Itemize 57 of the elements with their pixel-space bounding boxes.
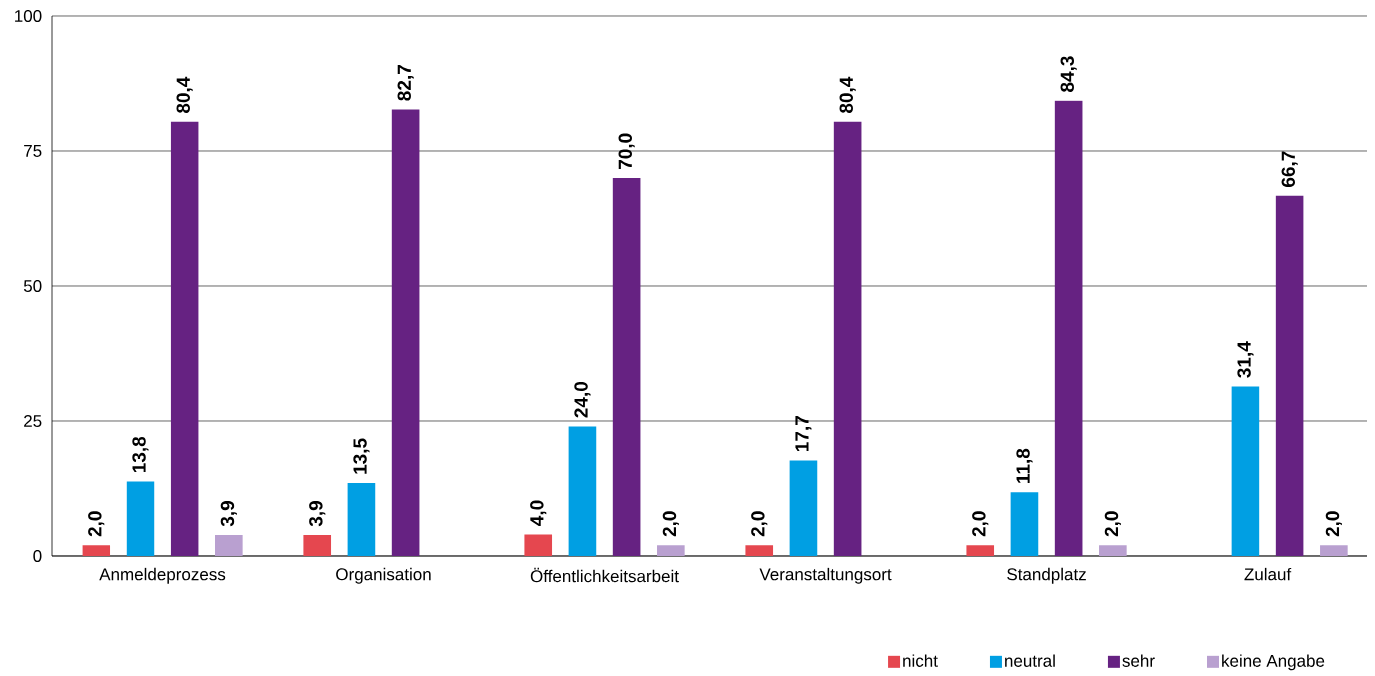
bar — [82, 545, 111, 556]
bar — [1010, 492, 1039, 556]
data-label: 2,0 — [88, 511, 105, 537]
data-label: 31,4 — [1237, 341, 1254, 378]
data-label: 17,7 — [795, 416, 812, 452]
data-label: 4,0 — [530, 500, 547, 526]
bar — [1099, 545, 1127, 556]
bar — [568, 426, 597, 556]
legend-label: keine Angabe — [1222, 654, 1325, 671]
x-tick-label: Standplatz — [1007, 567, 1086, 584]
x-tick-label: Öffentlichkeitsarbeit — [530, 567, 679, 583]
bar — [833, 121, 862, 556]
legend-label: sehr — [1122, 654, 1155, 667]
y-tick-label: 25 — [24, 414, 42, 428]
data-label: 3,9 — [220, 501, 237, 527]
bar — [1320, 545, 1348, 556]
y-tick-label: 50 — [23, 279, 42, 293]
bar — [391, 109, 420, 556]
data-label: 80,4 — [176, 76, 193, 114]
data-label: 82,7 — [397, 65, 414, 101]
bar — [1231, 386, 1260, 556]
data-label: 2,0 — [662, 511, 679, 537]
x-tick-label: Anmeldeprozess — [99, 567, 226, 584]
bar — [347, 483, 376, 556]
data-label: 11,8 — [1016, 448, 1033, 483]
bar — [126, 481, 155, 556]
data-label: 2,0 — [1104, 511, 1121, 537]
bar — [789, 460, 818, 556]
bar — [524, 534, 553, 556]
bar — [745, 545, 774, 556]
legend-label: neutral — [1005, 654, 1055, 667]
bar — [657, 545, 685, 556]
data-label: 70,0 — [618, 133, 635, 169]
bar — [303, 534, 332, 556]
y-tick-label: 100 — [15, 9, 42, 23]
data-label: 3,9 — [309, 501, 326, 527]
x-tick-label: Organisation — [336, 567, 431, 584]
data-label: 13,8 — [132, 436, 149, 473]
data-label: 2,0 — [1325, 511, 1342, 537]
data-label: 2,0 — [972, 511, 989, 537]
x-tick-label: Zulauf — [1244, 567, 1292, 581]
data-label: 24,0 — [574, 381, 591, 418]
bar — [170, 121, 199, 556]
data-label: 13,5 — [353, 438, 370, 474]
y-tick-label: 0 — [33, 549, 42, 563]
bar — [612, 177, 641, 556]
data-label: 80,4 — [839, 76, 856, 114]
bar — [1054, 100, 1083, 556]
bar — [215, 534, 243, 556]
data-label: 66,7 — [1281, 151, 1298, 187]
bar — [966, 545, 995, 556]
data-label: 84,3 — [1060, 56, 1077, 92]
legend-label: nicht — [903, 654, 938, 667]
y-tick-label: 75 — [24, 145, 42, 157]
data-label: 2,0 — [751, 511, 768, 537]
x-tick-label: Veranstaltungsort — [759, 567, 892, 584]
bar — [1275, 195, 1304, 556]
